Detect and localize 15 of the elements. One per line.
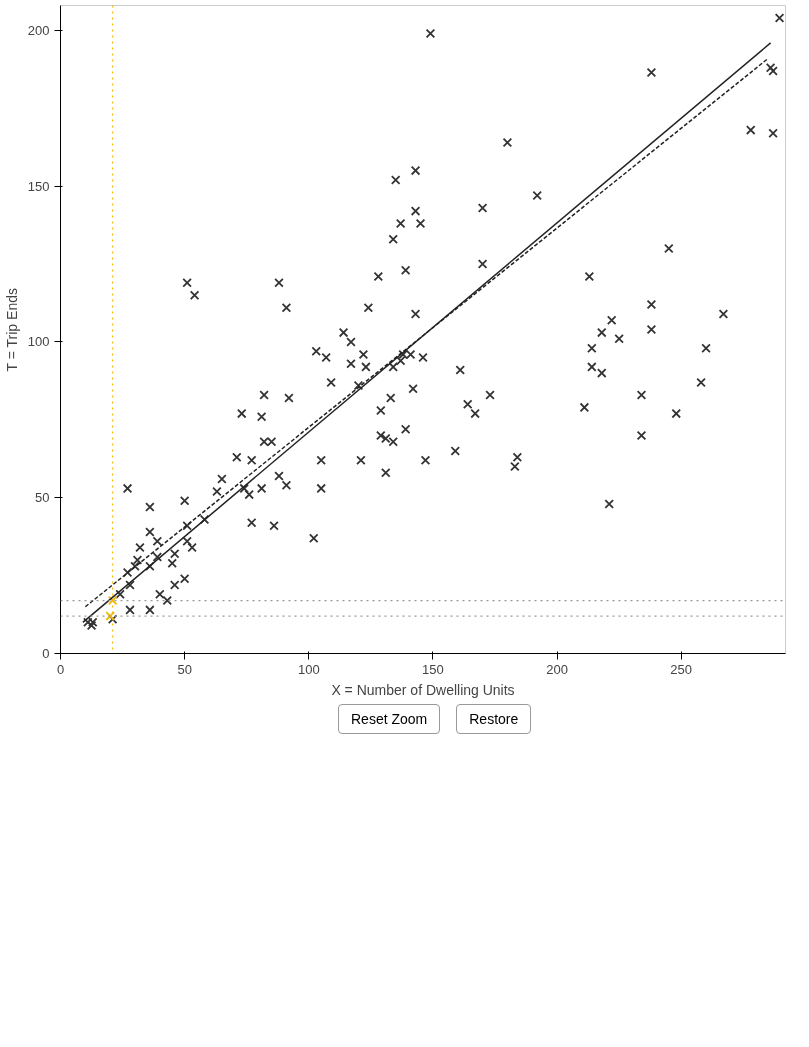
x-tick-label: 50 xyxy=(177,661,192,677)
x-axis-title: X = Number of Dwelling Units xyxy=(331,681,515,698)
y-tick-label: 100 xyxy=(27,334,50,350)
x-tick-label: 200 xyxy=(546,661,568,677)
x-tick-label: 100 xyxy=(297,661,320,677)
y-tick-label: 150 xyxy=(27,178,50,194)
text: Reset Zoom xyxy=(351,710,428,729)
y-tick-label: 200 xyxy=(27,22,50,38)
x-tick-label: 150 xyxy=(422,661,444,677)
y-axis-title: T = Trip Ends xyxy=(3,288,20,372)
x-tick-label: 0 xyxy=(56,661,65,677)
y-tick-label: 50 xyxy=(35,490,50,506)
x-tick-label: 250 xyxy=(670,661,693,677)
text: Restore xyxy=(469,710,519,729)
y-tick-label: 0 xyxy=(42,646,50,661)
